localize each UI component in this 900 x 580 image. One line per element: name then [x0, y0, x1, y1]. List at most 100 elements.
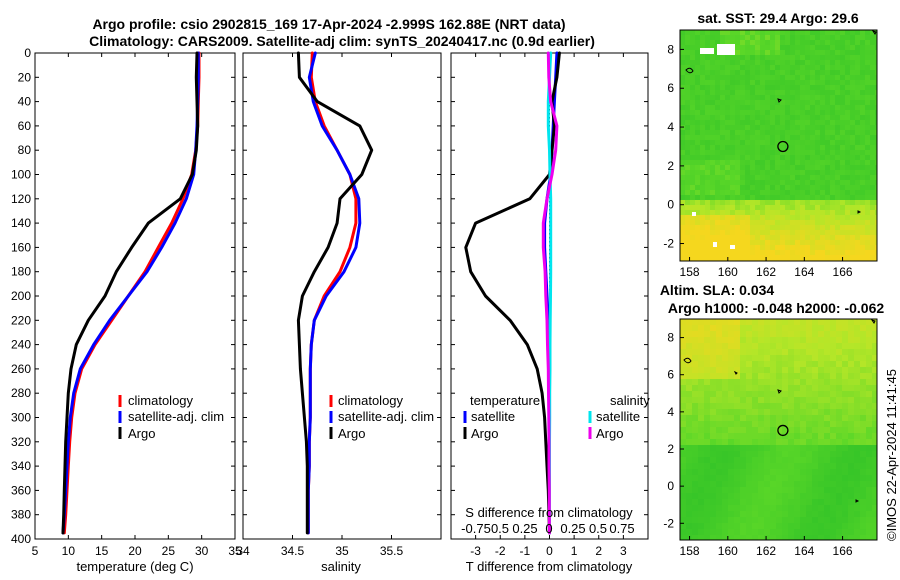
map-cell: [680, 240, 685, 245]
map-cell: [755, 125, 760, 130]
map-cell: [848, 397, 854, 403]
map-cell: [872, 445, 877, 451]
map-cell: [740, 391, 746, 397]
map-cell: [686, 427, 692, 433]
map-cell: [830, 180, 835, 185]
map-cell: [836, 517, 842, 523]
map-cell: [760, 125, 765, 130]
map-cell: [704, 379, 710, 385]
map-cell: [788, 367, 794, 373]
map-cell: [686, 457, 692, 463]
map-cell: [780, 205, 785, 210]
map-cell: [865, 245, 870, 250]
map-cell: [680, 115, 685, 120]
map-cell: [728, 481, 734, 487]
map-cell: [716, 397, 722, 403]
map-cell: [698, 517, 704, 523]
map-cell: [680, 30, 685, 35]
map-cell: [805, 105, 810, 110]
map-cell: [695, 145, 700, 150]
map-cell: [875, 75, 877, 80]
map-cell: [770, 130, 775, 135]
map-cell: [750, 175, 755, 180]
map-cell: [704, 445, 710, 451]
map-cell: [710, 140, 715, 145]
map-cell: [805, 210, 810, 215]
map-cell: [806, 475, 812, 481]
map-cell: [800, 125, 805, 130]
map-cell: [740, 379, 746, 385]
map-cell: [685, 245, 690, 250]
map-cell: [725, 90, 730, 95]
map-cell: [835, 105, 840, 110]
map-cell: [825, 65, 830, 70]
map-cell: [700, 130, 705, 135]
map-cell: [730, 110, 735, 115]
map-cell: [746, 355, 752, 361]
map-cell: [835, 215, 840, 220]
map-cell: [715, 205, 720, 210]
map-cell: [686, 415, 692, 421]
map-cell: [770, 200, 775, 205]
map-cell: [872, 343, 877, 349]
map-cell: [866, 367, 872, 373]
map-cell: [745, 95, 750, 100]
map-cell: [820, 75, 825, 80]
map-cell: [690, 90, 695, 95]
map-cell: [810, 55, 815, 60]
map-cell: [765, 70, 770, 75]
map-cell: [685, 250, 690, 255]
temperature-legend: climatology satellite-adj. clim Argo: [118, 393, 224, 441]
map-cell: [810, 200, 815, 205]
map-cell: [746, 331, 752, 337]
map-cell: [818, 361, 824, 367]
map-cell: [755, 35, 760, 40]
map-cell: [800, 55, 805, 60]
map-cell: [825, 170, 830, 175]
map-cell: [812, 505, 818, 511]
map-cell: [865, 95, 870, 100]
map-cell: [686, 505, 692, 511]
map-cell: [865, 205, 870, 210]
map-cell: [710, 115, 715, 120]
map-cell: [840, 155, 845, 160]
map-cell: [686, 421, 692, 427]
map-cell: [745, 160, 750, 165]
map-cell: [700, 230, 705, 235]
map-cell: [842, 457, 848, 463]
map-cell: [695, 240, 700, 245]
map-cell: [835, 210, 840, 215]
map-cell: [765, 60, 770, 65]
map-cell: [710, 397, 716, 403]
map-cell: [785, 85, 790, 90]
map-cell: [722, 331, 728, 337]
map-cell: [705, 100, 710, 105]
map-cell: [725, 165, 730, 170]
map-cell: [760, 145, 765, 150]
map-cell: [705, 35, 710, 40]
map-cell: [800, 115, 805, 120]
map-cell: [806, 487, 812, 493]
map-cell: [685, 30, 690, 35]
missing-data-patch: [713, 242, 717, 247]
map-cell: [776, 529, 782, 535]
x-tick-label: 5: [32, 544, 39, 558]
map-cell: [810, 160, 815, 165]
map-cell: [855, 115, 860, 120]
map-cell: [815, 55, 820, 60]
map-cell: [830, 35, 835, 40]
map-cell: [855, 190, 860, 195]
map-cell: [734, 457, 740, 463]
map-cell: [764, 487, 770, 493]
coastline: [683, 319, 876, 503]
map-cell: [790, 45, 795, 50]
map-cell: [830, 331, 836, 337]
map-cell: [776, 331, 782, 337]
map-cell: [845, 205, 850, 210]
map-cell: [758, 535, 764, 540]
map-cell: [824, 373, 830, 379]
map-cell: [695, 90, 700, 95]
map-cell: [776, 487, 782, 493]
map-cell: [750, 55, 755, 60]
map-cell: [810, 45, 815, 50]
